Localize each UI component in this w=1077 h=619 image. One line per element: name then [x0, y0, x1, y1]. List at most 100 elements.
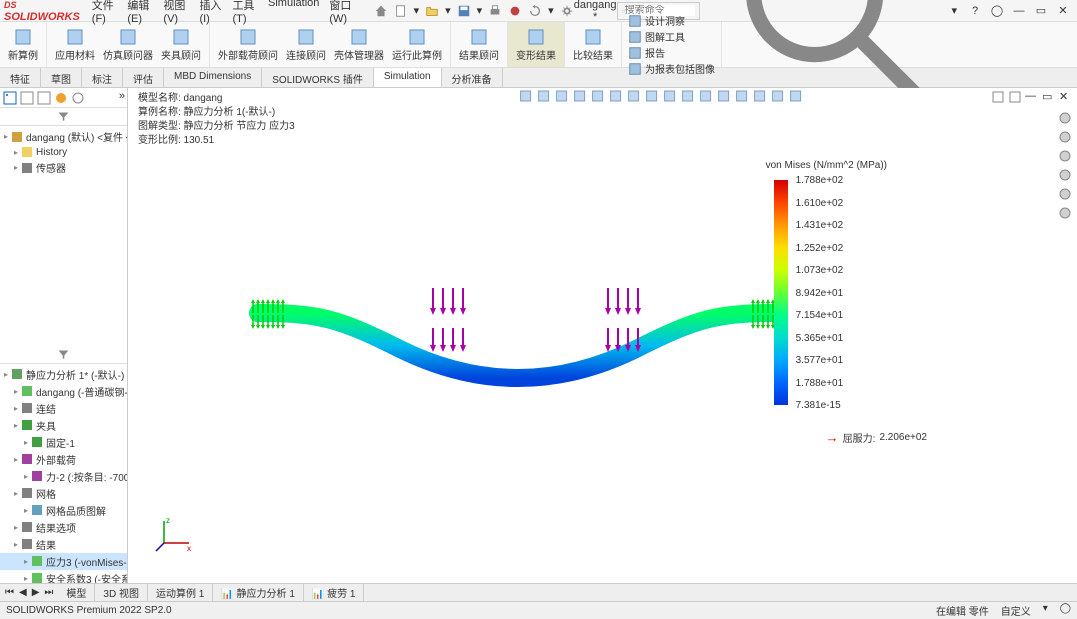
ribbon-button[interactable]: 报告: [628, 45, 715, 60]
minimize-button[interactable]: —: [1009, 2, 1029, 20]
side-tool-icon[interactable]: [1057, 129, 1073, 145]
close-button[interactable]: ✕: [1053, 2, 1073, 20]
refresh-icon[interactable]: [528, 4, 542, 18]
ribbon-button[interactable]: 结果顾问: [457, 27, 501, 63]
restore-button[interactable]: ▭: [1031, 2, 1051, 20]
graphics-viewport[interactable]: 模型名称: dangang 算例名称: 静应力分析 1(-默认-) 图解类型: …: [128, 88, 1077, 583]
gear-icon[interactable]: [560, 4, 574, 18]
save-icon[interactable]: [457, 4, 471, 18]
ribbon-button[interactable]: 变形结果: [514, 27, 558, 63]
new-icon[interactable]: [394, 4, 408, 18]
ribbon-button[interactable]: 图解工具: [628, 29, 715, 44]
vp-minimize-icon[interactable]: —: [1025, 90, 1039, 104]
side-tool-icon[interactable]: [1057, 110, 1073, 126]
tab[interactable]: 分析准备: [442, 68, 503, 87]
view-tool-icon[interactable]: [536, 89, 550, 103]
bottom-tab[interactable]: 模型: [58, 583, 95, 602]
bottom-tab[interactable]: 运动算例 1: [148, 583, 213, 602]
view-tool-icon[interactable]: [752, 89, 766, 103]
tree-filter[interactable]: [0, 108, 127, 126]
ball-icon[interactable]: [508, 4, 522, 18]
tree-item[interactable]: ▸结果选项: [0, 519, 127, 536]
view-tool-icon[interactable]: [662, 89, 676, 103]
view-tool-icon[interactable]: [680, 89, 694, 103]
tree-item[interactable]: ▸dangang (默认) <复件 <默: [0, 128, 127, 145]
ribbon-button[interactable]: 运行此算例: [390, 27, 444, 63]
tab[interactable]: Simulation: [374, 68, 442, 87]
ribbon-button[interactable]: 为报表包括图像: [628, 61, 715, 76]
ribbon-button[interactable]: 设计洞察: [628, 13, 715, 28]
bottom-tab[interactable]: 3D 视图: [95, 583, 148, 602]
status-dropdown-icon[interactable]: ▾: [1043, 603, 1048, 618]
tab-prev-icon[interactable]: ◀: [17, 587, 29, 598]
help-icon[interactable]: ?: [965, 2, 985, 20]
tree-item[interactable]: ▸安全系数3 (-安全系数-): [0, 570, 127, 584]
dropdown-icon[interactable]: ▾: [414, 4, 420, 17]
ribbon-button[interactable]: 壳体管理器: [332, 27, 386, 63]
ribbon-button[interactable]: 比较结果: [571, 27, 615, 63]
ribbon-button[interactable]: 仿真顾问器: [101, 27, 155, 63]
vp-maximize-icon[interactable]: ▭: [1042, 90, 1056, 104]
bottom-tab[interactable]: 📊 静应力分析 1: [213, 583, 304, 602]
dropdown-icon[interactable]: ▾: [477, 4, 483, 17]
vp-icon[interactable]: [991, 90, 1005, 104]
vp-icon[interactable]: [1008, 90, 1022, 104]
vp-close-icon[interactable]: ✕: [1059, 90, 1073, 104]
tab[interactable]: MBD Dimensions: [164, 68, 262, 87]
tree-tab-icon[interactable]: [19, 90, 35, 106]
open-icon[interactable]: [425, 4, 439, 18]
ribbon-button[interactable]: 应用材料: [53, 27, 97, 63]
tree-item[interactable]: ▸连结: [0, 400, 127, 417]
view-tool-icon[interactable]: [626, 89, 640, 103]
view-tool-icon[interactable]: [554, 89, 568, 103]
tab[interactable]: SOLIDWORKS 插件: [262, 68, 374, 87]
dropdown-icon[interactable]: ▾: [951, 4, 957, 17]
view-tool-icon[interactable]: [608, 89, 622, 103]
tree-item[interactable]: ▸结果: [0, 536, 127, 553]
view-tool-icon[interactable]: [788, 89, 802, 103]
side-tool-icon[interactable]: [1057, 167, 1073, 183]
tab[interactable]: 特征: [0, 68, 41, 87]
tab[interactable]: 草图: [41, 68, 82, 87]
ribbon-button[interactable]: 夹具顾问: [159, 27, 203, 63]
view-tool-icon[interactable]: [734, 89, 748, 103]
tree-item[interactable]: ▸传感器: [0, 159, 127, 176]
print-icon[interactable]: [488, 4, 502, 18]
tab[interactable]: 标注: [82, 68, 123, 87]
tree-item[interactable]: ▸History: [0, 145, 127, 159]
bottom-tab[interactable]: 📊 疲劳 1: [304, 583, 365, 602]
dropdown-icon[interactable]: ▾: [445, 4, 451, 17]
view-tool-icon[interactable]: [770, 89, 784, 103]
expand-icon[interactable]: »: [119, 90, 125, 105]
view-tool-icon[interactable]: [644, 89, 658, 103]
dropdown-icon[interactable]: ▾: [548, 4, 554, 17]
tree-item[interactable]: ▸dangang (-普通碳钢-): [0, 383, 127, 400]
ribbon-button[interactable]: 连接顾问: [284, 27, 328, 63]
sim-tree-filter[interactable]: [0, 346, 127, 364]
tree-tab-icon[interactable]: [70, 90, 86, 106]
user-icon[interactable]: ◯: [987, 2, 1007, 20]
view-tool-icon[interactable]: [518, 89, 532, 103]
tree-item[interactable]: ▸网格: [0, 485, 127, 502]
tree-item[interactable]: ▸应力3 (-vonMises-): [0, 553, 127, 570]
side-tool-icon[interactable]: [1057, 205, 1073, 221]
tree-item[interactable]: ▸力-2 (:按条目: -700 N:): [0, 468, 127, 485]
view-tool-icon[interactable]: [590, 89, 604, 103]
tree-item[interactable]: ▸静应力分析 1* (-默认-): [0, 366, 127, 383]
tree-tab-icon[interactable]: [2, 90, 18, 106]
view-tool-icon[interactable]: [698, 89, 712, 103]
tree-item[interactable]: ▸网格品质图解: [0, 502, 127, 519]
tab-next-icon[interactable]: ▶: [30, 587, 42, 598]
tab[interactable]: 评估: [123, 68, 164, 87]
tab-first-icon[interactable]: ⏮: [3, 587, 16, 598]
tree-item[interactable]: ▸外部载荷: [0, 451, 127, 468]
ribbon-button[interactable]: 外部载荷顾问: [216, 27, 280, 63]
tab-last-icon[interactable]: ⏭: [42, 587, 55, 598]
side-tool-icon[interactable]: [1057, 148, 1073, 164]
tree-item[interactable]: ▸夹具: [0, 417, 127, 434]
ribbon-button[interactable]: 新算例: [6, 27, 40, 63]
view-tool-icon[interactable]: [572, 89, 586, 103]
tree-tab-icon[interactable]: [36, 90, 52, 106]
side-tool-icon[interactable]: [1057, 186, 1073, 202]
orientation-triad[interactable]: z x: [154, 513, 194, 553]
